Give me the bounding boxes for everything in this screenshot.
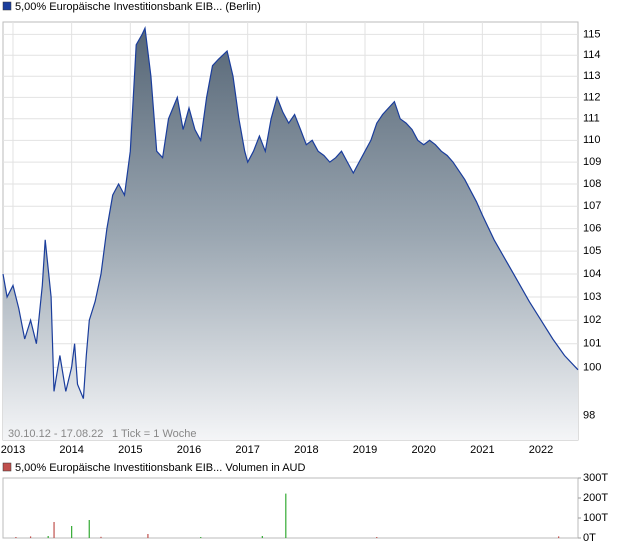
y-tick-label: 100T — [583, 512, 608, 524]
date-range: 30.10.12 - 17.08.22 — [8, 428, 103, 440]
x-tick-label: 2017 — [235, 444, 259, 456]
volume-bar — [376, 537, 378, 538]
volume-bar — [71, 526, 73, 538]
volume-plot: 0T 100T 200T 300T — [15, 472, 608, 544]
volume-bar — [88, 520, 90, 538]
y-tick-label: 108 — [583, 178, 601, 190]
volume-bar — [29, 536, 32, 538]
legend-label: 5,00% Europäische Investitionsbank EIB..… — [15, 462, 305, 474]
y-tick-label: 107 — [583, 200, 601, 212]
y-tick-label: 104 — [583, 268, 601, 280]
area-fill — [3, 28, 578, 440]
x-tick-label: 2018 — [294, 444, 318, 456]
y-tick-label: 113 — [583, 70, 601, 82]
y-tick-label: 98 — [583, 409, 595, 421]
y-tick-label: 200T — [583, 492, 608, 504]
x-tick-label: 2019 — [353, 444, 377, 456]
volume-bar — [200, 537, 202, 538]
y-tick-label: 101 — [583, 338, 601, 350]
y-tick-label: 105 — [583, 245, 601, 257]
volume-bar — [100, 536, 102, 538]
price-plot: 98 100 101 102 103 104 105 106 107 108 109 110 111 11… — [1, 22, 601, 456]
volume-bar — [53, 522, 55, 538]
y-tick-label: 109 — [583, 156, 601, 168]
y-tick-label: 111 — [583, 113, 600, 125]
x-tick-label: 2021 — [470, 444, 494, 456]
volume-frame — [2, 477, 579, 539]
legend-swatch — [2, 1, 12, 11]
volume-bar — [558, 536, 560, 538]
y-tick-label: 0T — [583, 532, 596, 544]
y-tick-label: 300T — [583, 472, 608, 484]
volume-bar — [261, 536, 263, 538]
y-tick-label: 106 — [583, 222, 601, 234]
price-line — [2, 26, 579, 399]
y-tick-label: 102 — [583, 314, 601, 326]
y-tick-label: 103 — [583, 291, 601, 303]
volume-bar — [47, 536, 49, 538]
volume-bar — [15, 537, 17, 538]
volume-bar — [285, 493, 287, 538]
x-tick-label: 2022 — [529, 444, 553, 456]
y-tick-label: 110 — [583, 134, 601, 146]
tick-info: 1 Tick = 1 Woche — [112, 428, 196, 440]
x-tick-label: 2014 — [59, 444, 83, 456]
x-tick-label: 2013 — [1, 444, 25, 456]
y-tick-label: 114 — [583, 49, 601, 61]
x-tick-label: 2020 — [411, 444, 435, 456]
volume-bar — [147, 534, 149, 538]
legend-swatch — [2, 462, 12, 472]
y-tick-label: 112 — [583, 91, 601, 103]
y-tick-label: 100 — [583, 361, 601, 373]
legend-label: 5,00% Europäische Investitionsbank EIB..… — [15, 1, 261, 13]
x-tick-label: 2016 — [177, 444, 201, 456]
y-tick-label: 115 — [583, 28, 601, 40]
x-tick-label: 2015 — [118, 444, 142, 456]
